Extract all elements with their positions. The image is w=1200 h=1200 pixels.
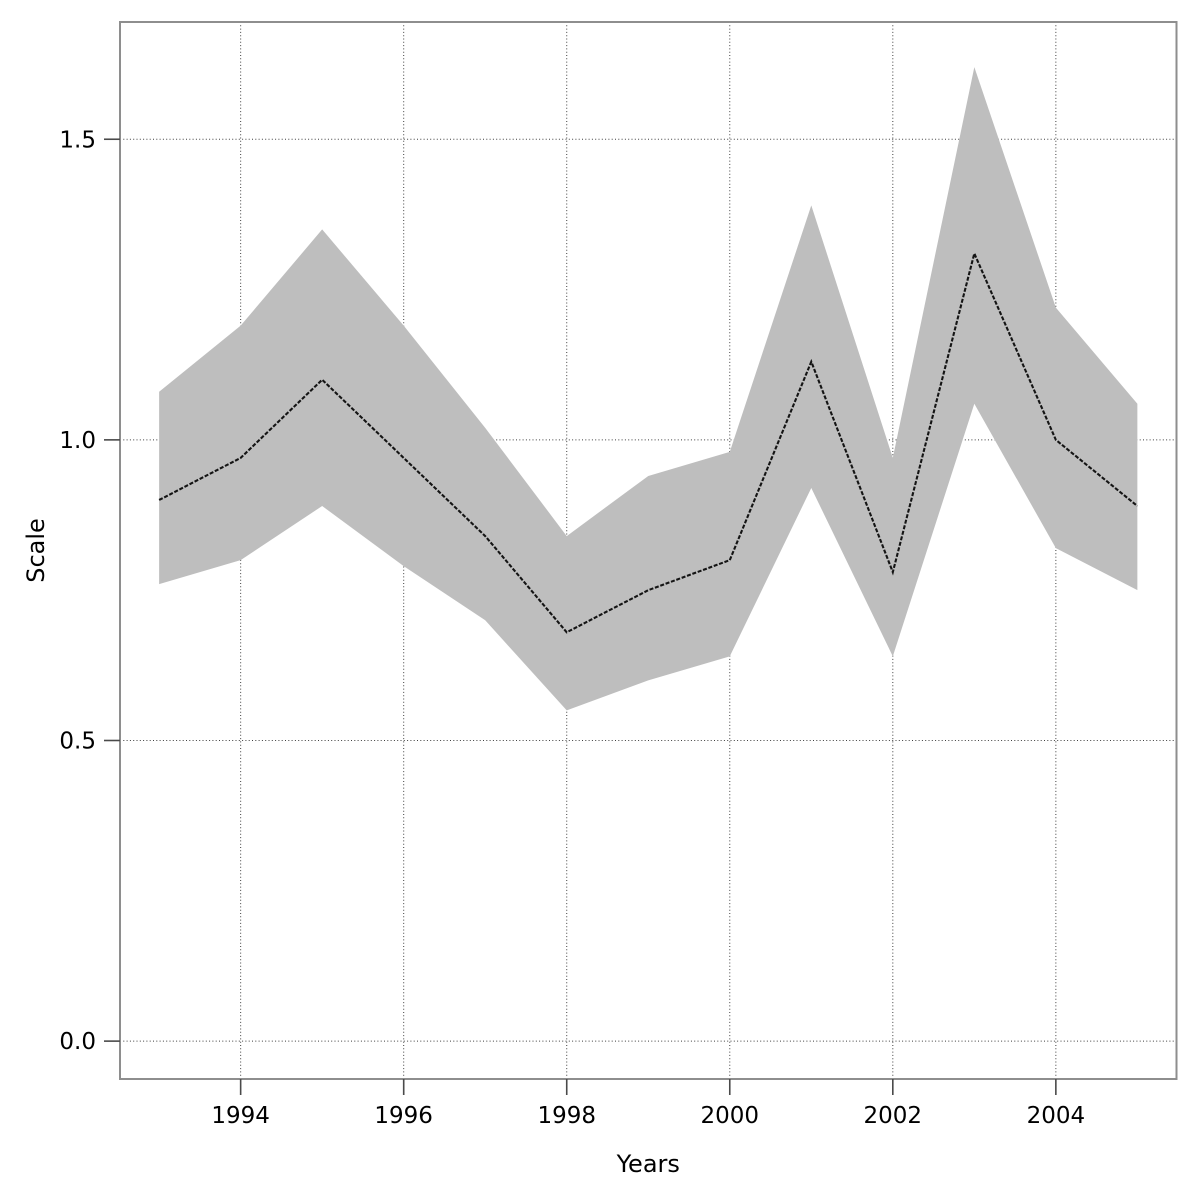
tick-labels: 1994 1996 1998 2000 2002 2004 0.0 0.5 1.0 1.5 — [59, 127, 1085, 1129]
x-axis-label: Years — [616, 1150, 680, 1178]
y-tick-label: 0.0 — [59, 1029, 96, 1055]
x-tick-label: 1994 — [211, 1103, 270, 1129]
axis-ticks — [104, 138, 1057, 1095]
x-tick-label: 2002 — [864, 1103, 923, 1129]
y-tick-label: 1.5 — [59, 127, 96, 153]
y-axis-label: Scale — [22, 518, 50, 583]
confidence-band-polygon — [159, 67, 1138, 711]
x-tick-label: 1996 — [374, 1103, 433, 1129]
x-tick-label: 1998 — [537, 1103, 596, 1129]
y-tick-label: 1.0 — [59, 428, 96, 454]
confidence-band — [159, 67, 1138, 711]
x-tick-label: 2004 — [1027, 1103, 1086, 1129]
x-tick-label: 2000 — [700, 1103, 759, 1129]
plot-frame — [119, 21, 1178, 1080]
y-tick-label: 0.5 — [59, 729, 96, 755]
